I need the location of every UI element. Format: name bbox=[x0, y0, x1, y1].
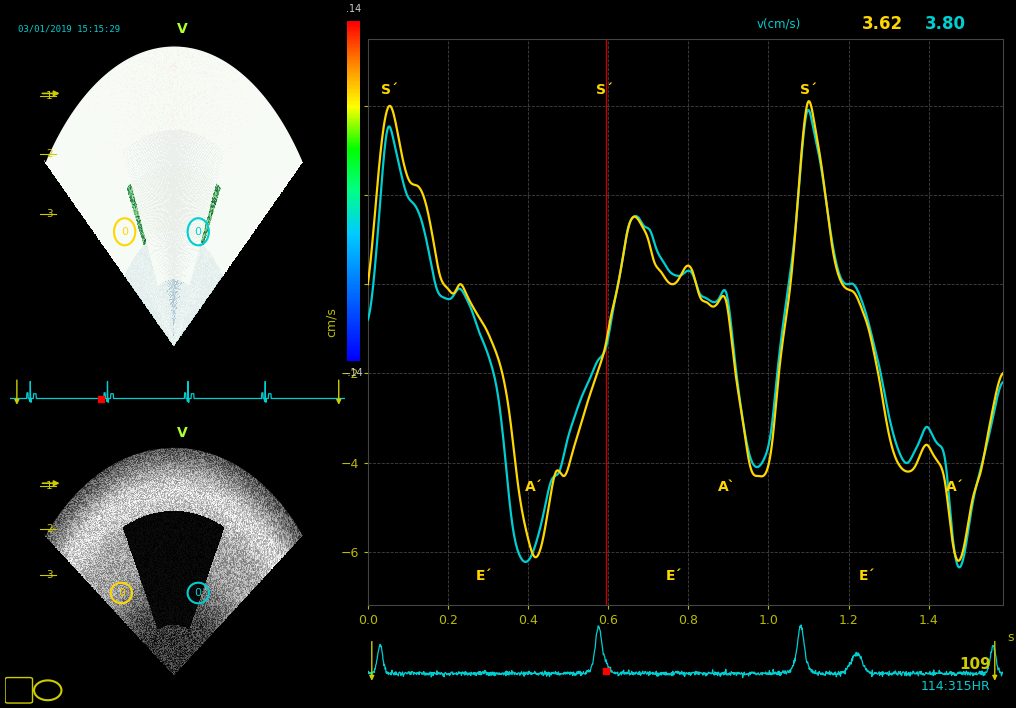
Text: S´: S´ bbox=[800, 84, 817, 97]
Text: -.14: -.14 bbox=[344, 368, 363, 378]
X-axis label: s: s bbox=[1007, 631, 1014, 644]
Text: 03/01/2019 15:15:29: 03/01/2019 15:15:29 bbox=[18, 24, 121, 33]
Text: 2: 2 bbox=[46, 524, 53, 534]
Text: A`: A` bbox=[717, 480, 736, 494]
Text: E´: E´ bbox=[859, 569, 875, 583]
Text: 114:315HR: 114:315HR bbox=[920, 680, 991, 693]
Text: 3: 3 bbox=[46, 209, 53, 219]
Text: 3: 3 bbox=[46, 570, 53, 580]
Text: V: V bbox=[177, 426, 187, 440]
Text: 2: 2 bbox=[46, 149, 53, 159]
Text: v(cm/s): v(cm/s) bbox=[757, 18, 802, 30]
Text: V: V bbox=[177, 22, 187, 36]
Text: 0: 0 bbox=[195, 227, 202, 236]
Y-axis label: cm/s: cm/s bbox=[324, 307, 337, 337]
Text: S´: S´ bbox=[381, 84, 398, 97]
Text: S´: S´ bbox=[595, 84, 613, 97]
Text: 3.62: 3.62 bbox=[862, 15, 902, 33]
Text: E´: E´ bbox=[475, 569, 492, 583]
Text: 1: 1 bbox=[46, 91, 53, 101]
Text: 0: 0 bbox=[195, 588, 202, 598]
Text: .14: .14 bbox=[345, 4, 362, 14]
Text: 1: 1 bbox=[46, 481, 53, 491]
Text: 109: 109 bbox=[959, 656, 991, 672]
Text: A´: A´ bbox=[525, 480, 543, 494]
Text: 3.80: 3.80 bbox=[925, 15, 965, 33]
Text: A´: A´ bbox=[946, 480, 963, 494]
Text: 0: 0 bbox=[118, 588, 125, 598]
Text: E´: E´ bbox=[666, 569, 683, 583]
Text: 0: 0 bbox=[121, 227, 128, 236]
